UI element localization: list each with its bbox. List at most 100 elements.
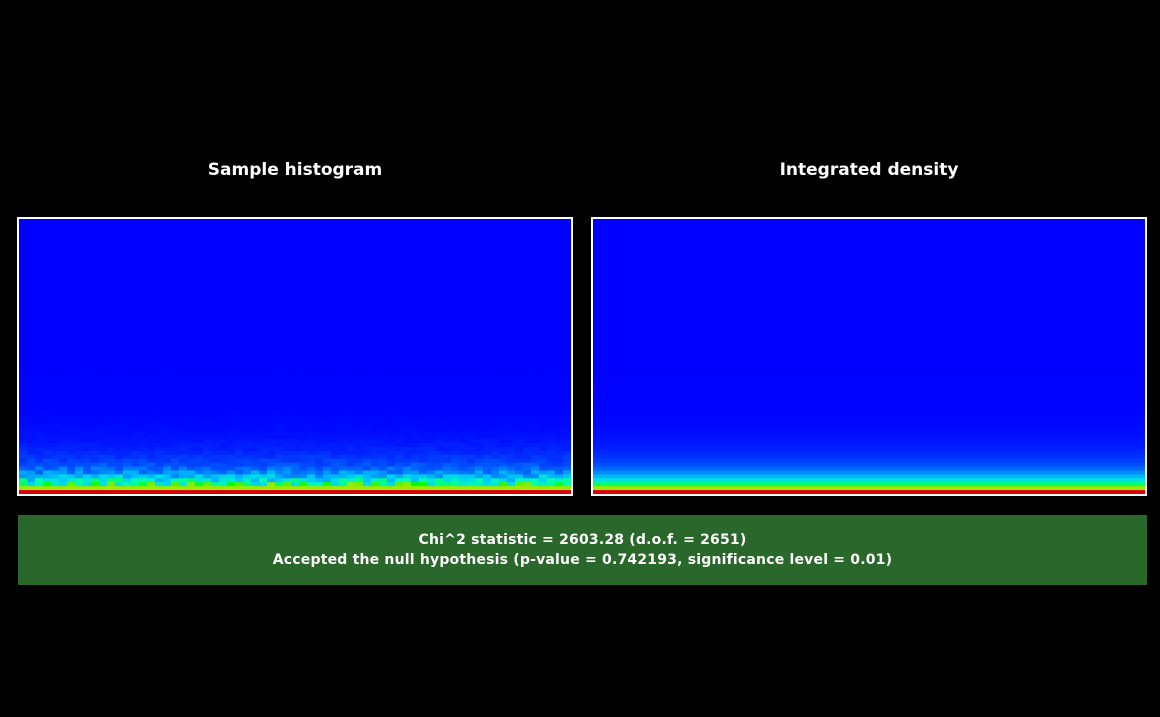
heatmap-cell (75, 297, 84, 302)
heatmap-cell (27, 490, 36, 494)
heatmap-cell (139, 435, 148, 440)
heatmap-cell (395, 281, 404, 287)
heatmap-cell (523, 250, 532, 255)
heatmap-cell (563, 442, 571, 448)
heatmap-cell (211, 423, 220, 428)
heatmap-cell (347, 470, 356, 475)
heatmap-cell (123, 486, 132, 491)
heatmap-cell (219, 301, 228, 306)
heatmap-cell (491, 348, 500, 354)
heatmap-cell (323, 246, 332, 251)
heatmap-cell (123, 435, 132, 440)
heatmap-cell (51, 226, 60, 232)
heatmap-cell (515, 356, 524, 361)
heatmap-cell (83, 364, 92, 369)
heatmap-cell (267, 301, 276, 306)
heatmap-cell (515, 395, 524, 401)
heatmap-cell (91, 309, 100, 314)
heatmap-cell (555, 329, 564, 334)
heatmap-cell (115, 384, 124, 389)
heatmap-cell (323, 336, 332, 342)
heatmap-cell (339, 419, 348, 424)
heatmap-cell (483, 439, 492, 444)
heatmap-cell (339, 395, 348, 401)
heatmap-cell (593, 258, 1145, 263)
heatmap-cell (235, 226, 244, 232)
heatmap-cell (75, 474, 84, 479)
heatmap-cell (593, 250, 1145, 255)
heatmap-cell (187, 230, 196, 236)
heatmap-cell (43, 222, 52, 228)
heatmap-cell (539, 423, 548, 428)
heatmap-cell (483, 270, 492, 275)
heatmap-cell (91, 407, 100, 412)
heatmap-cell (75, 250, 84, 255)
heatmap-cell (563, 325, 571, 330)
heatmap-cell (427, 266, 436, 271)
heatmap-cell (43, 360, 52, 365)
heatmap-cell (347, 364, 356, 369)
heatmap-cell (139, 226, 148, 232)
heatmap-cell (563, 387, 571, 393)
heatmap-cell (355, 325, 364, 330)
heatmap-cell (523, 321, 532, 326)
heatmap-cell (411, 372, 420, 377)
heatmap-cell (395, 219, 404, 224)
heatmap-cell (99, 230, 108, 236)
heatmap-cell (19, 274, 28, 279)
heatmap-cell (219, 246, 228, 251)
heatmap-cell (227, 281, 236, 287)
heatmap-cell (491, 450, 500, 456)
heatmap-cell (227, 309, 236, 314)
heatmap-cell (179, 466, 188, 471)
heatmap-cell (363, 391, 372, 397)
heatmap-cell (187, 289, 196, 295)
heatmap-cell (499, 435, 508, 440)
heatmap-cell (475, 423, 484, 428)
heatmap-cell (139, 325, 148, 330)
heatmap-cell (355, 482, 364, 487)
heatmap-cell (107, 262, 116, 267)
heatmap-cell (427, 329, 436, 334)
heatmap-cell (483, 266, 492, 271)
heatmap-cell (515, 293, 524, 299)
heatmap-cell (59, 407, 68, 412)
heatmap-cell (75, 431, 84, 436)
heatmap-cell (307, 344, 316, 350)
heatmap-cell (195, 234, 204, 240)
heatmap-cell (467, 293, 476, 299)
heatmap-cell (59, 332, 68, 338)
heatmap-cell (155, 332, 164, 338)
heatmap-cell (355, 340, 364, 346)
heatmap-cell (171, 466, 180, 471)
heatmap-cell (243, 391, 252, 397)
heatmap-cell (163, 439, 172, 444)
heatmap-cell (155, 352, 164, 357)
heatmap-cell (355, 266, 364, 271)
heatmap-cell (91, 305, 100, 310)
heatmap-cell (275, 490, 284, 494)
heatmap-cell (339, 352, 348, 357)
heatmap-cell (227, 329, 236, 334)
heatmap-cell (307, 376, 316, 381)
heatmap-cell (451, 281, 460, 287)
heatmap-cell (27, 289, 36, 295)
heatmap-cell (515, 384, 524, 389)
heatmap-cell (363, 258, 372, 263)
heatmap-cell (539, 230, 548, 236)
heatmap-cell (155, 281, 164, 287)
heatmap-cell (475, 458, 484, 464)
heatmap-cell (171, 415, 180, 420)
heatmap-cell (307, 407, 316, 412)
heatmap-cell (163, 482, 172, 487)
heatmap-cell (275, 242, 284, 247)
heatmap-cell (347, 391, 356, 397)
heatmap-cell (483, 442, 492, 448)
heatmap-cell (379, 478, 388, 483)
heatmap-cell (323, 474, 332, 479)
heatmap-cell (539, 490, 548, 494)
heatmap-cell (195, 423, 204, 428)
heatmap-cell (507, 470, 516, 475)
heatmap-cell (523, 364, 532, 369)
heatmap-cell (515, 246, 524, 251)
